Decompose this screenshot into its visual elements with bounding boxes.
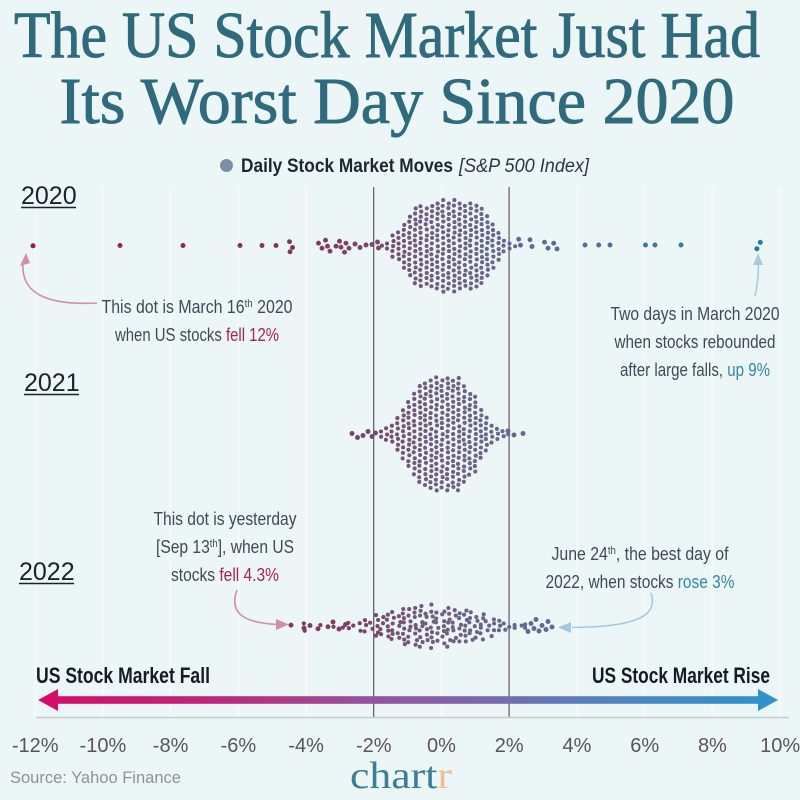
svg-text:-10%: -10% bbox=[80, 735, 127, 757]
svg-text:The US Stock Market Just Had: The US Stock Market Just Had bbox=[14, 0, 760, 72]
svg-text:2%: 2% bbox=[495, 735, 524, 757]
svg-text:[S&P 500 Index]: [S&P 500 Index] bbox=[458, 156, 590, 177]
svg-text:Two days in March 2020: Two days in March 2020 bbox=[611, 304, 780, 324]
svg-text:-12%: -12% bbox=[12, 735, 59, 757]
svg-text:stocks fell 4.3%: stocks fell 4.3% bbox=[171, 565, 279, 585]
svg-text:2022: 2022 bbox=[19, 558, 75, 586]
svg-text:This dot is March 16th 2020: This dot is March 16th 2020 bbox=[102, 297, 293, 317]
svg-text:8%: 8% bbox=[698, 735, 727, 757]
svg-text:-8%: -8% bbox=[153, 735, 189, 757]
svg-text:[Sep 13th], when US: [Sep 13th], when US bbox=[156, 537, 294, 557]
svg-text:Its Worst Day Since 2020: Its Worst Day Since 2020 bbox=[60, 65, 735, 138]
svg-text:6%: 6% bbox=[630, 735, 659, 757]
svg-text:This dot is yesterday: This dot is yesterday bbox=[154, 509, 297, 529]
svg-text:when stocks rebounded: when stocks rebounded bbox=[614, 332, 776, 352]
svg-text:0%: 0% bbox=[427, 735, 456, 757]
svg-text:-4%: -4% bbox=[288, 735, 324, 757]
svg-text:2021: 2021 bbox=[24, 369, 80, 397]
svg-text:US Stock Market Fall: US Stock Market Fall bbox=[36, 663, 210, 688]
svg-text:4%: 4% bbox=[563, 735, 592, 757]
svg-text:10%: 10% bbox=[760, 735, 800, 757]
svg-text:2020: 2020 bbox=[21, 182, 77, 210]
svg-text:after large falls, up 9%: after large falls, up 9% bbox=[620, 360, 770, 380]
svg-text:-2%: -2% bbox=[356, 735, 392, 757]
svg-text:when US stocks fell 12%: when US stocks fell 12% bbox=[114, 325, 279, 345]
svg-text:2022, when stocks rose 3%: 2022, when stocks rose 3% bbox=[546, 572, 735, 592]
svg-text:US Stock Market Rise: US Stock Market Rise bbox=[592, 663, 770, 688]
svg-text:-6%: -6% bbox=[221, 735, 257, 757]
svg-text:Daily Stock Market Moves: Daily Stock Market Moves bbox=[241, 156, 453, 177]
svg-text:Source: Yahoo Finance: Source: Yahoo Finance bbox=[10, 769, 181, 787]
svg-text:June 24th, the best day of: June 24th, the best day of bbox=[552, 544, 730, 564]
